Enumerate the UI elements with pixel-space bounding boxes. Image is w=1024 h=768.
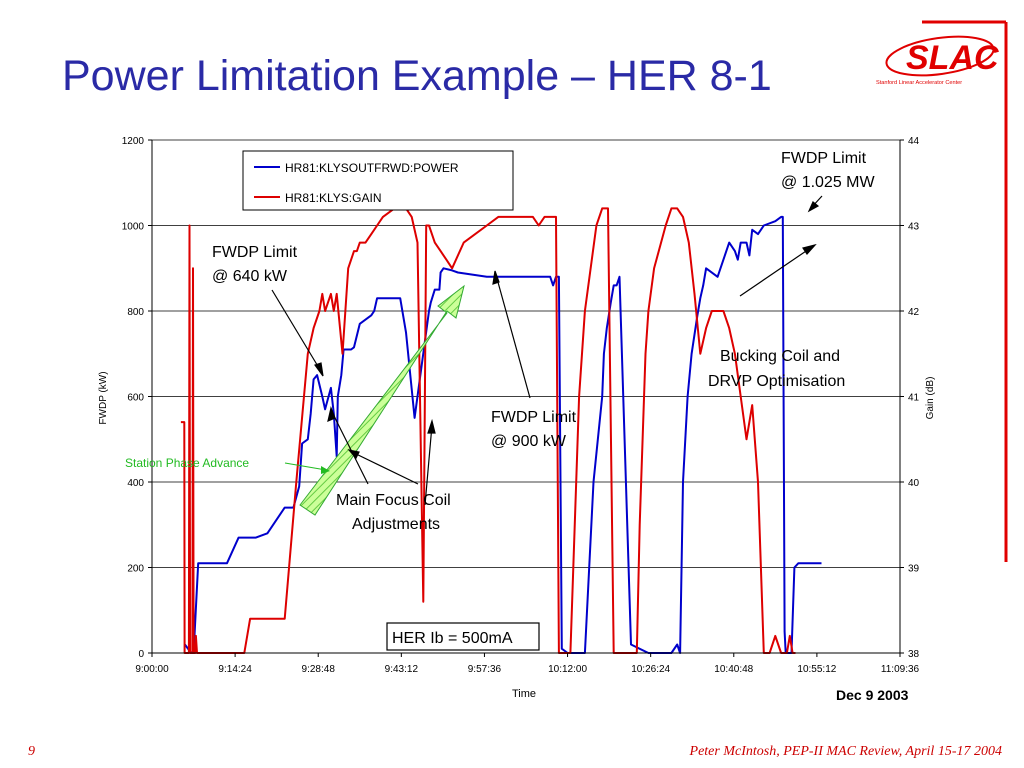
x-tick-label: 10:40:48 <box>714 664 753 675</box>
y-right-tick-label: 41 <box>908 393 920 404</box>
y-right-tick-label: 44 <box>908 136 920 147</box>
x-tick-label: 9:57:36 <box>468 664 502 675</box>
annotation-fwdp-900: FWDP Limit @ 900 kW <box>491 409 581 450</box>
x-axis-title: Time <box>512 688 536 700</box>
x-tick-label: 10:12:00 <box>548 664 587 675</box>
logo-wordmark: SLAC <box>906 39 999 77</box>
y-left-tick-label: 0 <box>138 649 144 660</box>
legend-label-gain: HR81:KLYS:GAIN <box>285 191 381 205</box>
y-right-tick-label: 42 <box>908 307 920 318</box>
annotation-fwdp-640: FWDP Limit @ 640 kW <box>212 244 302 285</box>
annotation-her-ib: HER Ib = 500mA <box>392 630 513 647</box>
y-right-tick-label: 39 <box>908 564 920 575</box>
slac-logo: SLAC Stanford Linear Accelerator Center <box>876 35 999 86</box>
series-layer <box>180 207 822 654</box>
y-axis-right-title: Gain (dB) <box>925 377 936 420</box>
slide-number: 9 <box>28 744 35 759</box>
y-left-tick-label: 400 <box>127 478 144 489</box>
x-tick-label: 9:28:48 <box>302 664 336 675</box>
annotation-fwdp-1025: FWDP Limit @ 1.025 MW <box>781 150 876 191</box>
y-right-tick-label: 43 <box>908 222 920 233</box>
y-right-tick-label: 38 <box>908 649 920 660</box>
axis-layer: 0 200 400 600 800 1000 1200 38 39 40 41 42 43 44 9:00:… <box>122 136 920 675</box>
legend-box <box>242 150 514 211</box>
y-axis-left-title: FWDP (kW) <box>98 371 109 424</box>
phase-advance-leader-head <box>321 466 330 474</box>
y-left-tick-label: 600 <box>127 393 144 404</box>
annotation-bucking-coil: Bucking Coil and DRVP Optimisation <box>708 348 845 390</box>
phase-advance-arrow <box>299 284 465 516</box>
y-left-tick-label: 800 <box>127 307 144 318</box>
x-tick-label: 10:26:24 <box>631 664 670 675</box>
x-tick-label: 9:43:12 <box>385 664 419 675</box>
annotation-main-focus-coil: Main Focus Coil Adjustments <box>336 492 455 533</box>
logo-subtext: Stanford Linear Accelerator Center <box>876 80 962 86</box>
annotation-phase-advance: Station Phase Advance <box>125 456 249 470</box>
x-tick-label: 9:00:00 <box>135 664 169 675</box>
footer-text: Peter McIntosh, PEP-II MAC Review, April… <box>689 744 1002 759</box>
date-label: Dec 9 2003 <box>836 687 909 703</box>
her-ib-box <box>386 622 540 651</box>
annotation-leaders <box>271 195 823 506</box>
phase-advance-leader <box>284 462 327 471</box>
y-right-tick-label: 40 <box>908 478 920 489</box>
x-tick-label: 10:55:12 <box>797 664 836 675</box>
x-tick-label: 11:09:36 <box>881 664 920 675</box>
legend-label-power: HR81:KLYSOUTFRWD:POWER <box>285 161 459 175</box>
y-left-tick-label: 200 <box>127 564 144 575</box>
y-left-tick-label: 1200 <box>122 136 145 147</box>
series-line-gain <box>180 207 796 654</box>
x-tick-label: 9:14:24 <box>218 664 252 675</box>
slide-title: Power Limitation Example – HER 8-1 <box>62 52 772 100</box>
y-left-tick-label: 1000 <box>122 222 145 233</box>
legend: HR81:KLYSOUTFRWD:POWER HR81:KLYS:GAIN <box>242 150 514 211</box>
series-line-power <box>184 215 822 654</box>
